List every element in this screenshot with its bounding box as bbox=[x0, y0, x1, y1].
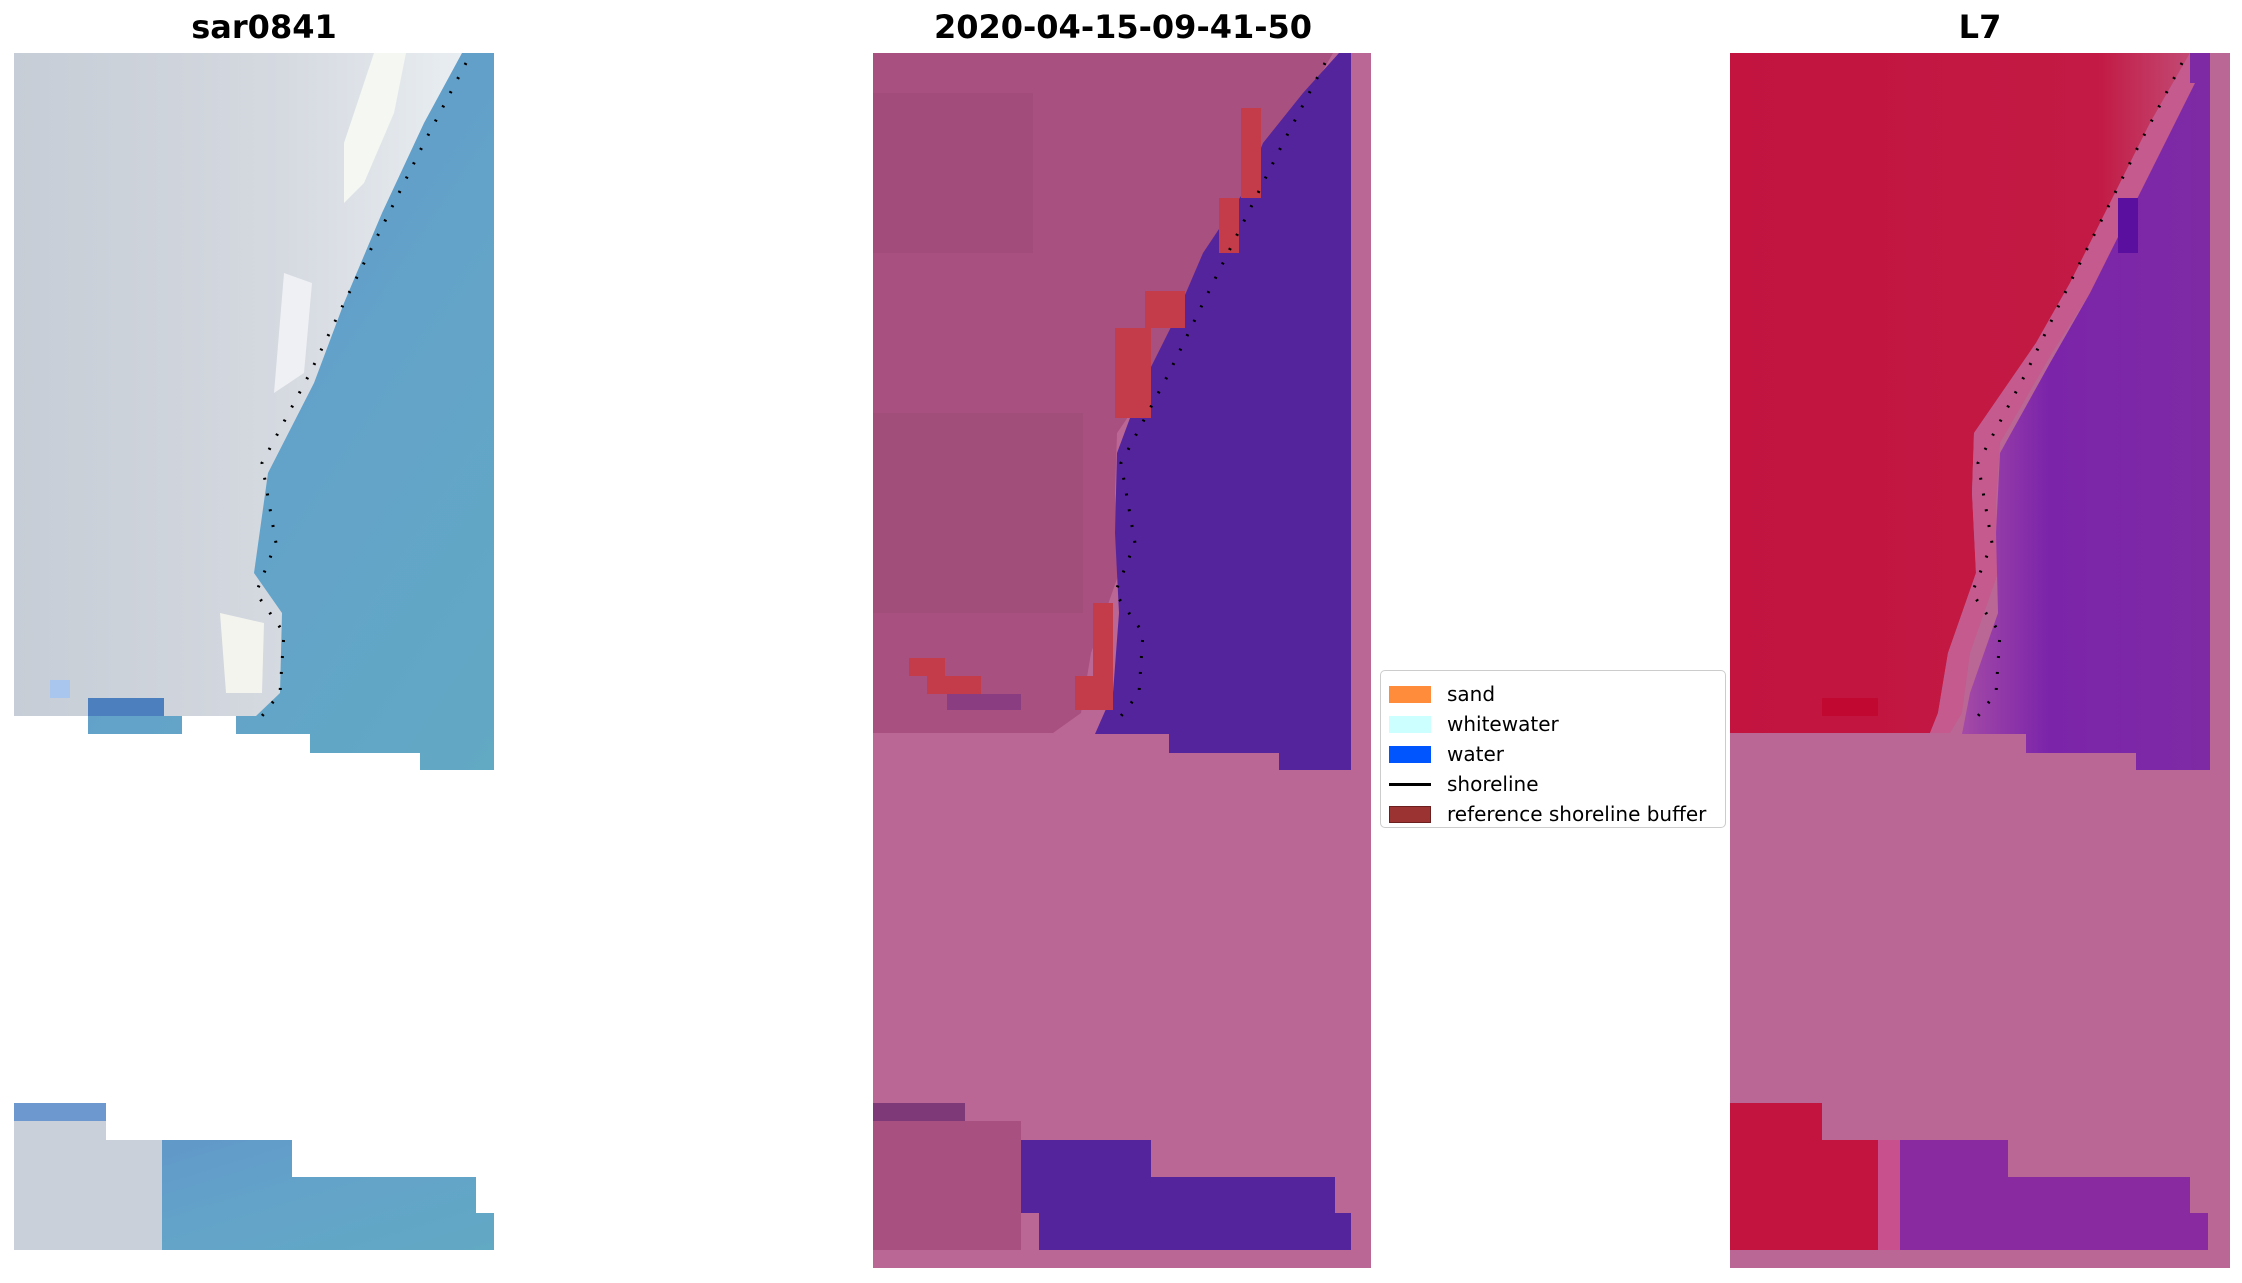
sand-swatch-icon bbox=[1389, 685, 1431, 703]
panel-title-rgb: sar0841 bbox=[191, 8, 337, 46]
rgb-image-panel bbox=[14, 53, 494, 1250]
buffer-swatch-icon bbox=[1389, 805, 1431, 823]
whitewater-swatch-icon bbox=[1389, 715, 1431, 733]
legend-label: whitewater bbox=[1447, 712, 1559, 736]
panel-title-index: L7 bbox=[1958, 8, 2002, 46]
legend-item-shoreline: shoreline bbox=[1381, 769, 1725, 799]
index-image bbox=[1730, 53, 2210, 1250]
legend-label: water bbox=[1447, 742, 1504, 766]
legend-label: shoreline bbox=[1447, 772, 1539, 796]
legend-item-water: water bbox=[1381, 739, 1725, 769]
shoreline-line-icon bbox=[1389, 782, 1431, 786]
legend: sand whitewater water shoreline referenc… bbox=[1380, 670, 1726, 828]
legend-item-reference-shoreline-buffer: reference shoreline buffer bbox=[1381, 799, 1725, 829]
water-swatch-icon bbox=[1389, 745, 1431, 763]
index-panel bbox=[1730, 53, 2230, 1268]
panel-title-classification: 2020-04-15-09-41-50 bbox=[933, 8, 1313, 46]
legend-label: reference shoreline buffer bbox=[1447, 802, 1707, 826]
classification-image bbox=[873, 53, 1351, 1250]
legend-label: sand bbox=[1447, 682, 1496, 706]
legend-item-whitewater: whitewater bbox=[1381, 709, 1725, 739]
legend-item-sand: sand bbox=[1381, 679, 1725, 709]
classification-panel bbox=[873, 53, 1371, 1268]
rgb-image bbox=[14, 53, 494, 1250]
